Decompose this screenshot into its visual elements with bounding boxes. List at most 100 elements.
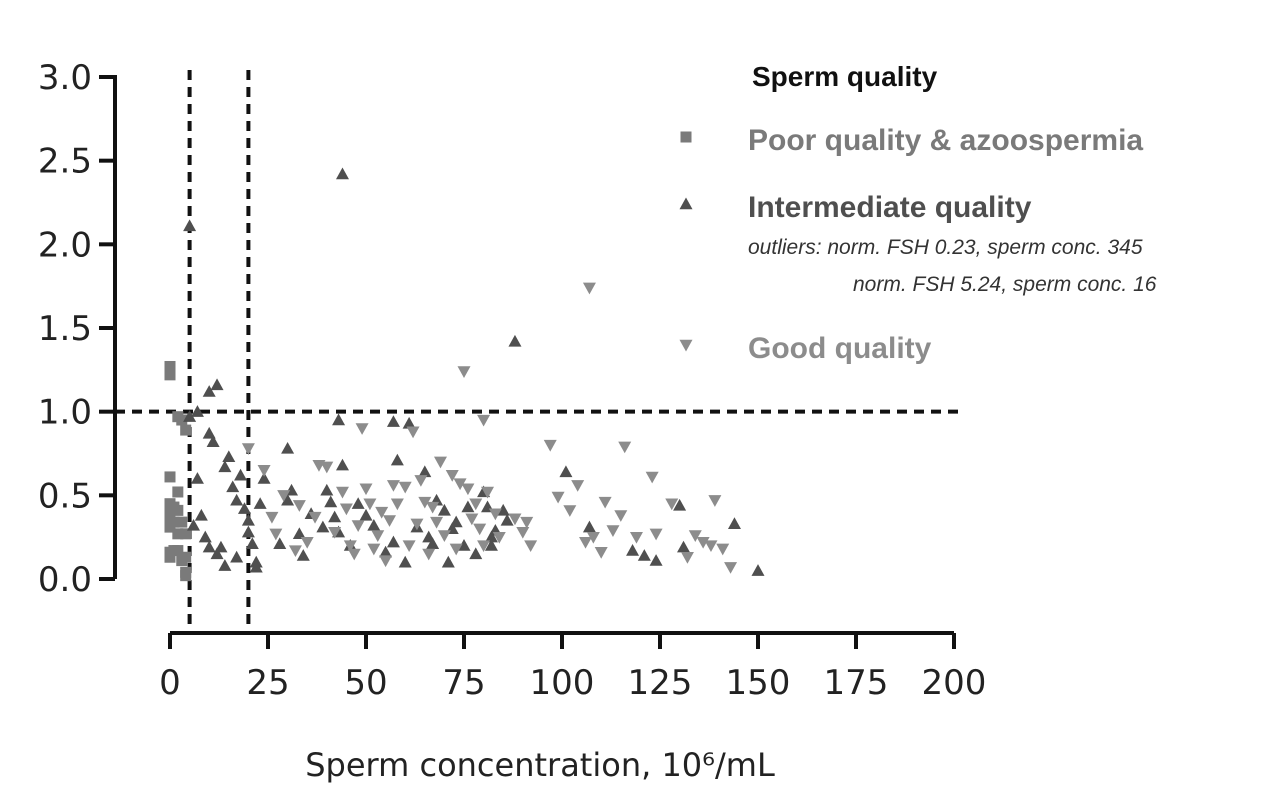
marker-series-2 [465, 513, 479, 526]
marker-series-2 [477, 540, 491, 553]
legend-marker-1 [679, 197, 693, 210]
marker-series-2 [445, 470, 459, 482]
marker-series-1 [187, 518, 201, 531]
marker-series-1 [727, 517, 741, 529]
marker-series-1 [241, 513, 255, 526]
legend-note-outlier-2: norm. FSH 5.24, sperm conc. 16 [853, 273, 1157, 296]
marker-series-1 [649, 554, 663, 566]
legend-label-0: Poor quality & azoospermia [748, 124, 1143, 157]
marker-series-1 [292, 527, 306, 540]
marker-series-1 [418, 465, 432, 478]
marker-series-2 [328, 526, 342, 539]
marker-series-2 [481, 486, 495, 499]
marker-series-1 [484, 539, 498, 551]
legend-note-outlier-1: outliers: norm. FSH 0.23, sperm conc. 34… [748, 236, 1143, 259]
marker-series-1 [183, 219, 197, 232]
marker-series-1 [273, 537, 287, 550]
legend-marker-0 [680, 131, 692, 143]
marker-series-1 [234, 468, 248, 481]
marker-series-1 [194, 508, 208, 521]
marker-series-2 [551, 491, 565, 504]
marker-series-2 [543, 439, 557, 452]
marker-series-2 [383, 515, 397, 527]
marker-series-2 [241, 443, 255, 455]
y-tick-label: 1.5 [38, 309, 92, 349]
marker-series-2 [269, 528, 283, 541]
marker-series-2 [347, 548, 361, 561]
marker-series-1 [253, 497, 267, 509]
marker-series-2 [716, 543, 730, 556]
marker-series-2 [265, 511, 279, 524]
marker-series-1 [245, 537, 259, 550]
marker-series-2 [449, 543, 463, 556]
marker-series-1 [202, 426, 216, 439]
marker-series-1 [626, 544, 640, 556]
marker-series-1 [461, 500, 475, 513]
legend-entries: Poor quality & azoospermia Intermediate q… [679, 124, 1143, 365]
marker-series-1 [316, 520, 330, 533]
marker-series-1 [183, 410, 197, 422]
marker-series-1 [398, 555, 412, 568]
marker-series-1 [332, 413, 346, 426]
marker-series-1 [202, 385, 216, 397]
marker-series-2 [402, 540, 416, 553]
marker-series-0 [180, 570, 192, 582]
marker-series-2 [390, 498, 404, 511]
x-tick-label: 50 [344, 663, 387, 703]
marker-series-2 [437, 530, 451, 542]
marker-series-2 [563, 505, 577, 517]
marker-series-0 [180, 551, 192, 563]
marker-series-0 [164, 551, 176, 563]
marker-series-2 [594, 547, 608, 559]
marker-series-2 [398, 481, 412, 494]
marker-series-2 [696, 536, 710, 549]
marker-series-2 [649, 528, 663, 541]
y-tick-label: 2.0 [38, 225, 92, 265]
marker-series-1 [198, 530, 212, 543]
marker-series-2 [386, 480, 400, 492]
marker-series-1 [296, 549, 310, 561]
marker-series-1 [210, 547, 224, 560]
marker-series-2 [606, 525, 620, 537]
marker-series-1 [559, 465, 573, 478]
marker-series-2 [586, 531, 600, 544]
marker-series-2 [335, 486, 349, 499]
marker-series-1 [673, 498, 687, 511]
marker-series-2 [257, 465, 271, 477]
marker-series-2 [308, 511, 322, 524]
marker-series-2 [292, 500, 306, 512]
marker-series-1 [500, 513, 514, 526]
marker-series-1 [390, 453, 404, 466]
marker-series-2 [665, 498, 679, 511]
marker-series-2 [422, 548, 436, 561]
marker-series-2 [582, 282, 596, 295]
marker-series-2 [477, 414, 491, 427]
marker-series-2 [371, 530, 385, 542]
marker-series-2 [379, 555, 393, 568]
marker-series-0 [172, 528, 184, 540]
y-tick-label: 3.0 [38, 58, 92, 98]
marker-series-2 [355, 423, 369, 435]
marker-series-1 [441, 555, 455, 568]
marker-series-1 [582, 520, 596, 533]
y-tick-label: 1.0 [38, 393, 92, 433]
legend-label-1: Intermediate quality [748, 191, 1032, 224]
marker-series-1 [320, 483, 334, 496]
marker-series-2 [708, 495, 722, 507]
marker-series-2 [406, 426, 420, 439]
legend-label-2: Good quality [748, 332, 932, 365]
marker-series-1 [241, 525, 255, 538]
marker-series-2 [473, 523, 487, 536]
marker-series-1 [359, 508, 373, 521]
marker-series-2 [524, 540, 538, 553]
marker-series-1 [367, 518, 381, 531]
marker-series-1 [637, 549, 651, 561]
y-tick-label: 0.5 [38, 476, 92, 516]
marker-series-0 [172, 486, 184, 498]
ticks: 0.0 0.5 1.0 1.5 2.0 2.5 3.0 0 25 50 75 100 125 150 175… [38, 58, 987, 703]
marker-series-1 [402, 416, 416, 429]
x-axis-title: Sperm concentration, 10⁶/mL [305, 746, 775, 784]
marker-series-2 [461, 483, 475, 496]
marker-series-2 [520, 516, 534, 529]
marker-series-1 [386, 415, 400, 427]
